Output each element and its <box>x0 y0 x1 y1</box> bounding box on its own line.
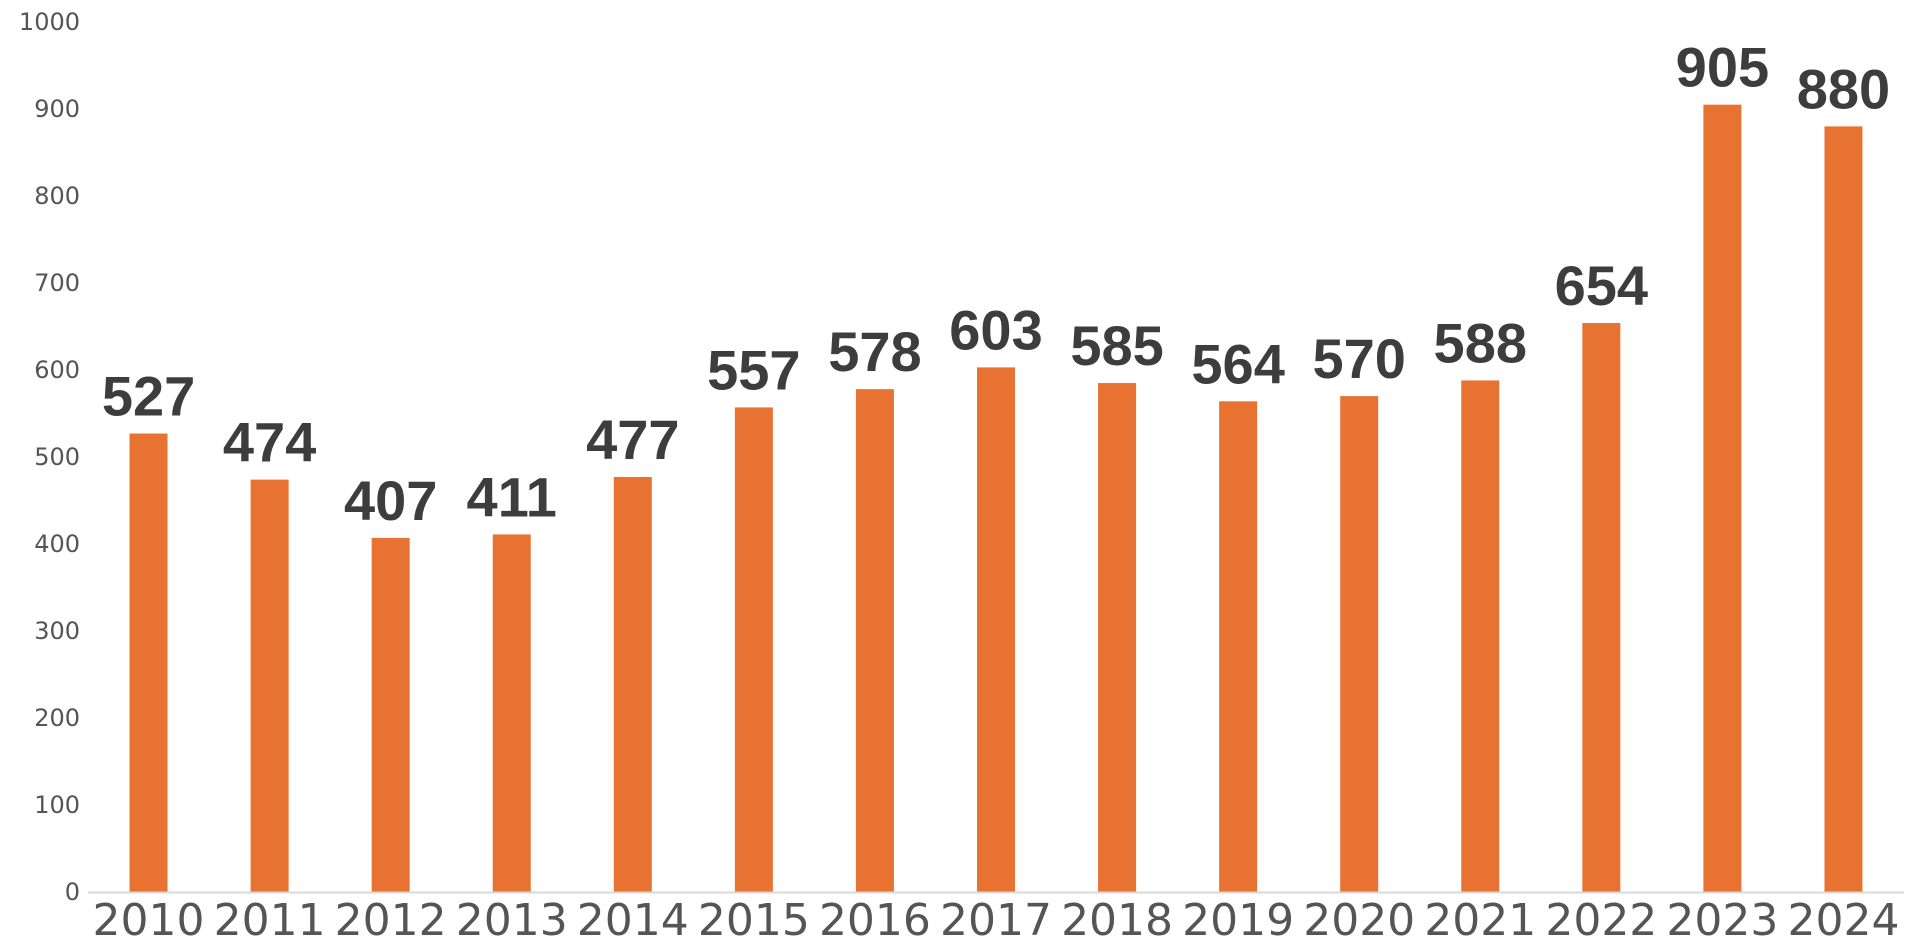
data-label: 603 <box>949 298 1042 361</box>
y-tick-label: 300 <box>34 617 80 645</box>
y-tick-label: 200 <box>34 704 80 732</box>
x-tick-label: 2015 <box>698 895 810 940</box>
x-tick-label: 2014 <box>577 895 689 940</box>
data-label: 654 <box>1555 254 1648 317</box>
x-tick-label: 2010 <box>93 895 205 940</box>
bar-2013 <box>492 534 531 892</box>
x-tick-label: 2013 <box>456 895 568 940</box>
y-tick-label: 500 <box>34 443 80 471</box>
data-label: 407 <box>344 469 437 532</box>
bar-2011 <box>250 479 289 892</box>
x-tick-label: 2017 <box>940 895 1052 940</box>
y-tick-label: 800 <box>34 182 80 210</box>
bar-2016 <box>855 389 894 892</box>
data-labels: 527 474 407 411 477 557 578 603 585 564 570 588 654 9… <box>102 36 1890 532</box>
x-tick-label: 2018 <box>1061 895 1173 940</box>
y-tick-label: 1000 <box>19 8 80 36</box>
bar-2010 <box>129 433 168 892</box>
data-label: 527 <box>102 365 195 428</box>
bar-2012 <box>371 537 410 892</box>
x-tick-label: 2020 <box>1303 895 1415 940</box>
data-label: 477 <box>586 408 679 471</box>
data-label: 570 <box>1312 327 1405 390</box>
bar-2023 <box>1703 104 1742 892</box>
x-tick-label: 2012 <box>335 895 447 940</box>
y-tick-label: 900 <box>34 95 80 123</box>
data-label: 578 <box>828 320 921 383</box>
y-tick-label: 0 <box>65 878 80 906</box>
bars <box>129 104 1863 892</box>
bar-2017 <box>977 367 1015 892</box>
data-label: 474 <box>223 411 316 474</box>
data-label: 557 <box>707 338 800 401</box>
data-label: 564 <box>1191 332 1284 395</box>
bar-2021 <box>1461 380 1500 892</box>
data-label: 905 <box>1676 36 1769 99</box>
bar-2019 <box>1219 401 1258 892</box>
x-axis: 2010 2011 2012 2013 2014 2015 2016 2017 2018 2019… <box>93 895 1900 940</box>
bar-2014 <box>613 477 652 892</box>
bar-2018 <box>1098 383 1137 892</box>
x-tick-label: 2021 <box>1424 895 1536 940</box>
y-tick-label: 400 <box>34 530 80 558</box>
y-tick-label: 600 <box>34 356 80 384</box>
data-label: 588 <box>1434 311 1527 374</box>
x-tick-label: 2022 <box>1545 895 1657 940</box>
x-tick-label: 2016 <box>819 895 931 940</box>
data-label: 880 <box>1797 57 1890 120</box>
y-tick-label: 100 <box>34 791 80 819</box>
x-tick-label: 2011 <box>214 895 326 940</box>
x-tick-label: 2019 <box>1182 895 1294 940</box>
y-tick-label: 700 <box>34 269 80 297</box>
bar-2024 <box>1824 126 1863 892</box>
bar-2020 <box>1340 396 1379 892</box>
bar-2015 <box>734 407 773 892</box>
data-label: 411 <box>467 465 557 528</box>
x-tick-label: 2024 <box>1787 895 1899 940</box>
y-axis: 0 100 200 300 400 500 600 700 800 900 1000 <box>19 8 80 906</box>
data-label: 585 <box>1070 314 1163 377</box>
x-tick-label: 2023 <box>1666 895 1778 940</box>
bar-2022 <box>1582 323 1621 892</box>
